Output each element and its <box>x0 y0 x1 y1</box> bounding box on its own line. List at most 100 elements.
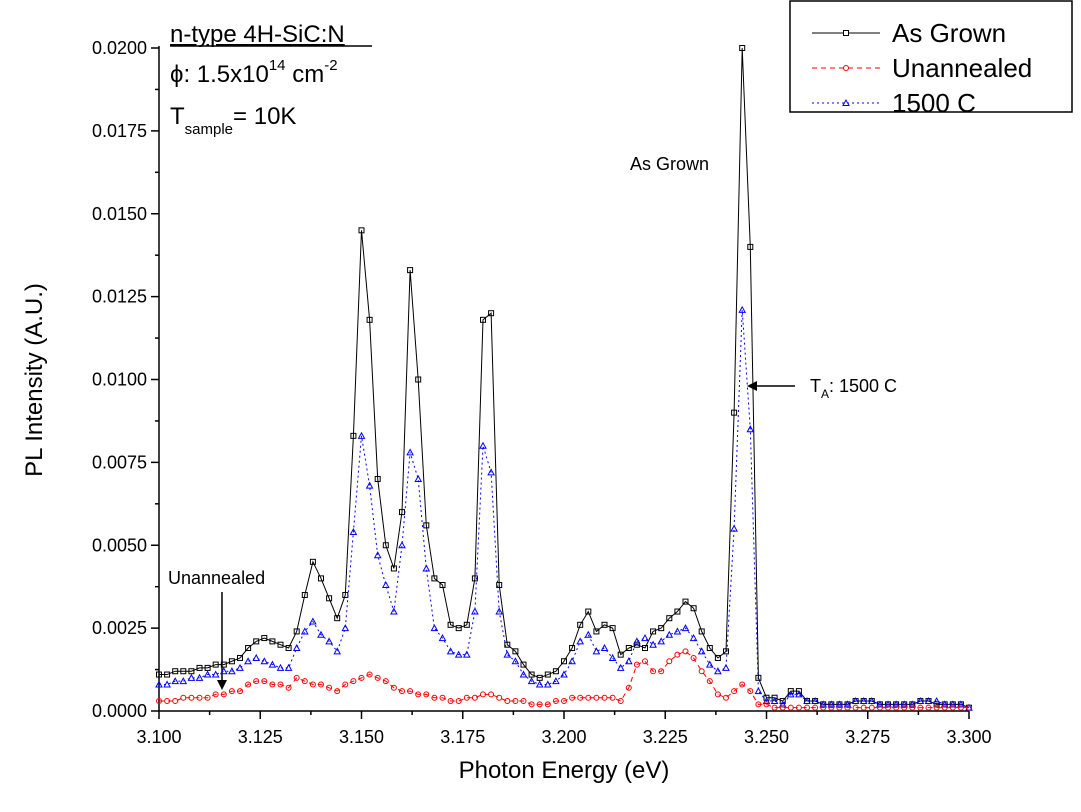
data-point <box>585 608 592 615</box>
data-point <box>261 678 268 685</box>
data-point <box>795 704 802 711</box>
data-point <box>949 704 956 711</box>
y-axis-label: PL Intensity (A.U.) <box>21 283 48 477</box>
data-point <box>325 637 333 645</box>
data-point <box>536 674 543 681</box>
data-point <box>633 661 640 668</box>
data-point <box>827 700 836 708</box>
y-tick-label: 0.0175 <box>92 121 147 141</box>
series-line <box>159 650 969 709</box>
data-point <box>228 667 236 675</box>
data-point <box>245 645 252 652</box>
data-point <box>835 700 844 708</box>
data-point <box>488 310 495 317</box>
data-point <box>738 305 747 313</box>
info-fluence: ϕ: 1.5x1014 cm-2 <box>170 57 338 88</box>
data-point <box>342 681 349 688</box>
data-point <box>908 700 917 708</box>
data-point <box>463 694 470 701</box>
data-point <box>714 691 721 698</box>
data-point <box>373 551 382 559</box>
data-point <box>851 697 860 705</box>
data-point <box>511 657 520 665</box>
data-point <box>237 654 243 661</box>
data-point <box>422 564 431 572</box>
data-point <box>561 698 567 705</box>
data-point <box>503 650 512 658</box>
data-point <box>382 678 389 685</box>
data-point <box>657 637 666 645</box>
data-point <box>674 608 681 615</box>
data-point <box>252 653 261 661</box>
data-point <box>527 677 536 685</box>
data-point <box>447 621 454 628</box>
legend-label: 1500 C <box>892 88 976 118</box>
data-point <box>211 670 220 678</box>
data-point <box>577 621 584 628</box>
data-point <box>228 658 235 665</box>
data-point <box>924 697 933 705</box>
data-point <box>350 432 357 439</box>
data-point <box>957 700 965 708</box>
data-point <box>528 701 535 708</box>
data-point <box>293 628 300 635</box>
data-point <box>730 524 738 532</box>
data-point <box>269 681 276 688</box>
data-point <box>892 700 900 708</box>
data-point <box>778 700 787 708</box>
data-point <box>512 698 519 705</box>
ann-part: T <box>810 376 821 396</box>
x-tick-label: 3.275 <box>845 727 890 747</box>
data-point <box>196 664 203 671</box>
y-tick-label: 0.0200 <box>92 38 147 58</box>
data-point <box>536 701 543 708</box>
data-point <box>836 704 843 711</box>
data-point <box>496 694 503 701</box>
data-point <box>666 658 673 665</box>
data-point <box>156 698 162 705</box>
data-point <box>326 684 333 691</box>
data-point <box>584 630 593 638</box>
data-point <box>650 668 657 675</box>
data-point <box>333 647 342 655</box>
data-point <box>446 647 455 655</box>
data-point <box>544 671 551 678</box>
data-point <box>665 630 674 638</box>
annotation: As Grown <box>630 154 709 174</box>
data-point <box>374 475 381 482</box>
data-point <box>828 704 835 711</box>
data-point <box>374 674 381 681</box>
data-point <box>334 615 341 622</box>
data-point <box>552 698 559 705</box>
data-point <box>852 704 859 711</box>
data-point <box>195 673 204 681</box>
data-point <box>933 704 940 711</box>
data-point <box>415 691 422 698</box>
data-point <box>697 647 706 655</box>
y-tick-label: 0.0075 <box>92 452 147 472</box>
data-point <box>561 658 567 665</box>
data-point <box>746 425 755 433</box>
data-point <box>658 668 665 675</box>
data-point <box>900 700 909 708</box>
data-point <box>300 627 309 635</box>
legend-label: As Grown <box>892 18 1006 48</box>
data-point <box>480 691 486 698</box>
data-point <box>787 688 794 695</box>
data-point <box>625 684 632 691</box>
data-point <box>285 645 292 652</box>
data-point <box>714 667 722 675</box>
data-point <box>495 607 504 615</box>
data-point <box>609 694 616 701</box>
data-point <box>909 704 916 711</box>
data-point <box>172 698 179 705</box>
data-point <box>471 607 479 615</box>
data-point <box>681 624 690 632</box>
data-point <box>204 664 211 671</box>
x-tick-label: 3.200 <box>541 727 586 747</box>
data-point <box>415 376 422 383</box>
data-point <box>423 691 430 698</box>
data-point <box>318 681 324 688</box>
data-point <box>593 694 600 701</box>
data-point <box>698 628 705 635</box>
